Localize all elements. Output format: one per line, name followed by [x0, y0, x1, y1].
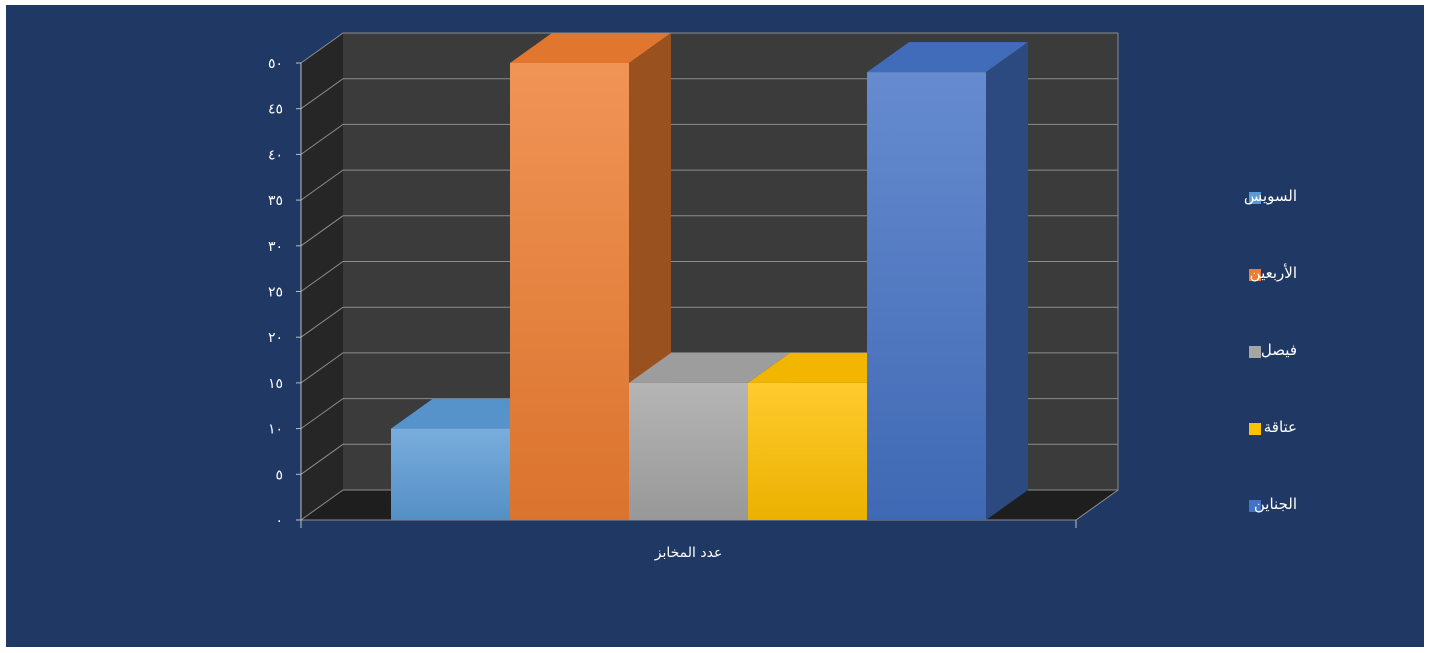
bar-3	[748, 382, 867, 520]
y-tick-label: ٤٠	[268, 147, 283, 163]
y-tick-label: ٢٥	[268, 285, 283, 301]
bar-2	[629, 382, 748, 520]
chart-legend: السويس الأربعين فيصل عتاقة الجناين	[1232, 183, 1392, 568]
legend-label-3: عتاقة	[1263, 418, 1297, 436]
y-tick-label: ٠	[275, 513, 283, 529]
gridline	[300, 306, 1118, 338]
bar-top	[510, 33, 671, 63]
legend-label-0: السويس	[1243, 187, 1297, 205]
legend-item: فيصل	[1232, 337, 1392, 414]
legend-swatch-0	[1249, 192, 1261, 204]
y-tick-label: ١٥	[268, 376, 283, 392]
legend-item: السويس	[1232, 183, 1392, 260]
legend-swatch-4	[1249, 500, 1261, 512]
bar-top	[867, 42, 1028, 73]
chart-frame: ٠ ٥ ١٠ ١٥ ٢٠ ٢٥ ٣٠ ٣٥ ٤٠ ٤٥ ٥٠ عدد المخابز السويس ا…	[6, 5, 1424, 647]
bar-top	[629, 352, 790, 383]
legend-item: الأربعين	[1232, 260, 1392, 337]
y-tick-label: ٣٠	[268, 239, 283, 255]
bar-4	[867, 72, 986, 520]
bar-side	[986, 42, 1028, 520]
legend-label-2: فيصل	[1260, 341, 1297, 359]
x-category-label: عدد المخابز	[654, 545, 723, 561]
legend-item: عتاقة	[1232, 414, 1392, 491]
legend-swatch-1	[1249, 269, 1261, 281]
y-tick-label: ٤٥	[268, 102, 283, 118]
y-tick-label: ١٠	[268, 422, 283, 438]
gridline	[300, 215, 1118, 247]
legend-label-1: الأربعين	[1249, 264, 1297, 282]
bar-0	[391, 428, 510, 520]
bar-1	[510, 63, 629, 520]
gridline	[300, 169, 1118, 201]
legend-swatch-2	[1249, 346, 1261, 358]
y-tick-label: ٥٠	[268, 56, 283, 72]
y-tick-label: ٢٠	[268, 330, 283, 346]
legend-item: الجناين	[1232, 491, 1392, 568]
legend-label-4: الجناين	[1253, 495, 1297, 513]
y-tick-label: ٣٥	[268, 193, 283, 209]
legend-swatch-3	[1249, 423, 1261, 435]
gridline	[300, 261, 1118, 292]
gridline	[300, 78, 1118, 110]
chart-plot: ٠ ٥ ١٠ ١٥ ٢٠ ٢٥ ٣٠ ٣٥ ٤٠ ٤٥ ٥٠ عدد المخابز	[268, 32, 1119, 561]
gridline	[300, 123, 1118, 155]
gridline	[300, 32, 1118, 64]
y-tick-label: ٥	[275, 467, 283, 483]
